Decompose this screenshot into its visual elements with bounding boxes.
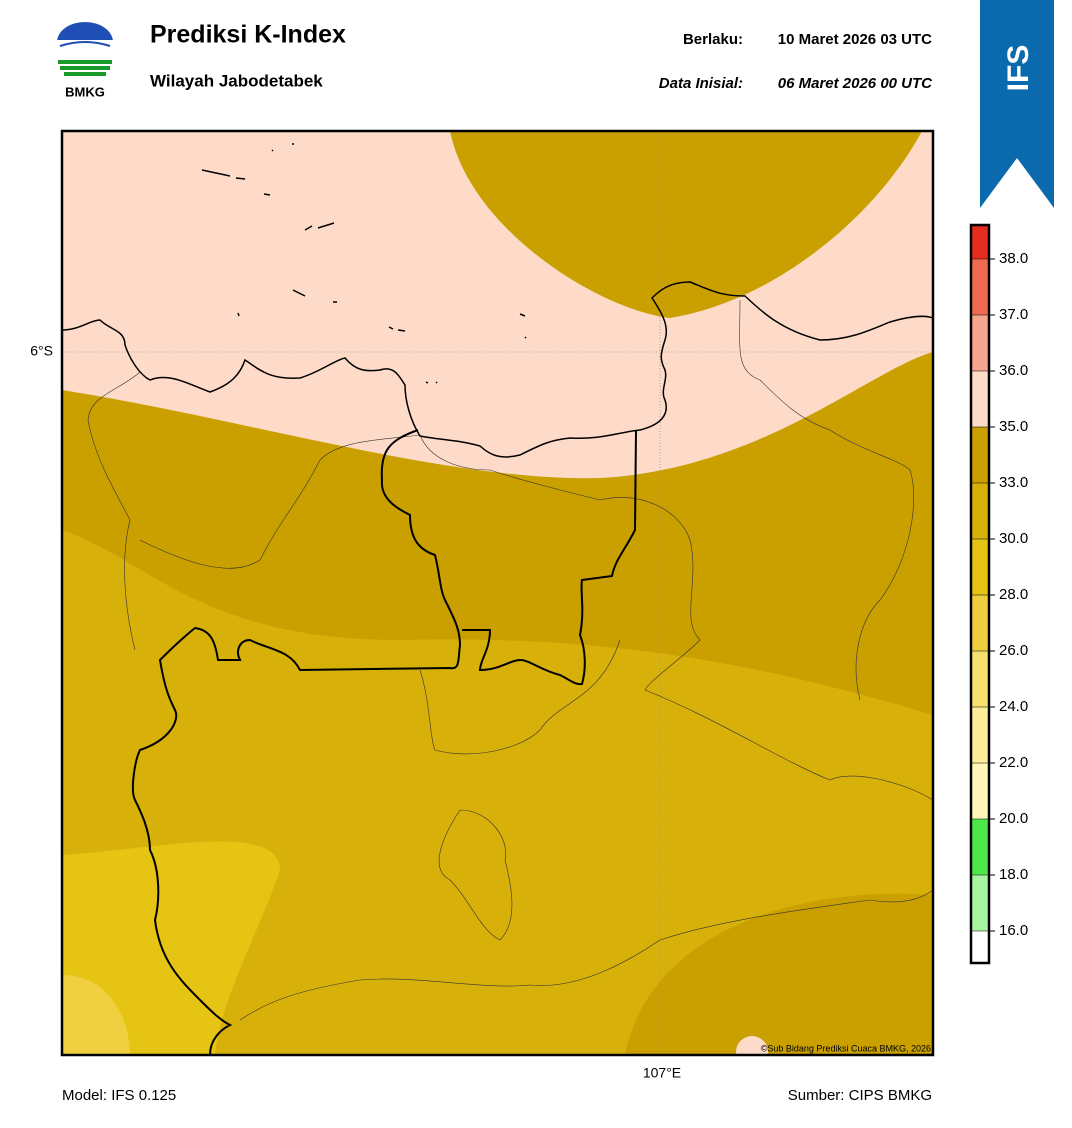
init-time: 06 Maret 2026 00 UTC — [778, 75, 933, 92]
init-label: Data Inisial: — [659, 75, 743, 92]
colorbar-band — [971, 875, 989, 931]
lat-label: 6°S — [30, 343, 53, 359]
colorbar-band — [971, 763, 989, 819]
badge — [980, 0, 1054, 208]
colorbar-band — [971, 225, 989, 259]
colorbar-tick-label: 28.0 — [999, 586, 1028, 603]
colorbar-tick-label: 26.0 — [999, 642, 1028, 659]
colorbar: 16.0 18.0 20.0 22.0 24.0 26.0 28.0 30.0 33.0 35.0… — [969, 223, 1028, 965]
footer-source: Sumber: CIPS BMKG — [788, 1087, 932, 1104]
colorbar-tick-label: 24.0 — [999, 698, 1028, 715]
colorbar-band — [971, 483, 989, 539]
colorbar-tick-label: 35.0 — [999, 418, 1028, 435]
colorbar-frame — [969, 223, 991, 965]
logo: BMKG — [57, 22, 113, 99]
colorbar-tick-label: 22.0 — [999, 754, 1028, 771]
colorbar-tick-label: 38.0 — [999, 250, 1028, 267]
colorbar-band — [971, 315, 989, 371]
colorbar-tick-label: 30.0 — [999, 530, 1028, 547]
logo-text: BMKG — [65, 84, 105, 99]
credit: ©Sub Bidang Prediksi Cuaca BMKG, 2026 — [761, 1043, 931, 1053]
colorbar-band — [971, 595, 989, 651]
lon-label: 107°E — [643, 1065, 681, 1081]
colorbar-band — [971, 259, 989, 315]
map: 6°S 107°E ©Sub Bidang Prediksi Cuaca BMK… — [30, 129, 935, 1081]
subtitle: Wilayah Jabodetabek — [150, 71, 323, 90]
colorbar-band — [971, 707, 989, 763]
colorbar-band — [971, 931, 989, 963]
colorbar-tick-label: 18.0 — [999, 866, 1028, 883]
colorbar-tick-label: 20.0 — [999, 810, 1028, 827]
colorbar-band — [971, 427, 989, 483]
valid-time: 10 Maret 2026 03 UTC — [778, 31, 932, 48]
colorbar-tick-label: 33.0 — [999, 474, 1028, 491]
colorbar-band — [971, 371, 989, 427]
valid-label: Berlaku: — [683, 31, 743, 48]
footer-model: Model: IFS 0.125 — [62, 1087, 176, 1104]
badge-text: IFS — [1002, 45, 1035, 92]
colorbar-band — [971, 651, 989, 707]
colorbar-band — [971, 819, 989, 875]
colorbar-tick-label: 37.0 — [999, 306, 1028, 323]
colorbar-tick-label: 16.0 — [999, 922, 1028, 939]
title: Prediksi K-Index — [150, 21, 346, 49]
colorbar-band — [971, 539, 989, 595]
colorbar-tick-label: 36.0 — [999, 362, 1028, 379]
